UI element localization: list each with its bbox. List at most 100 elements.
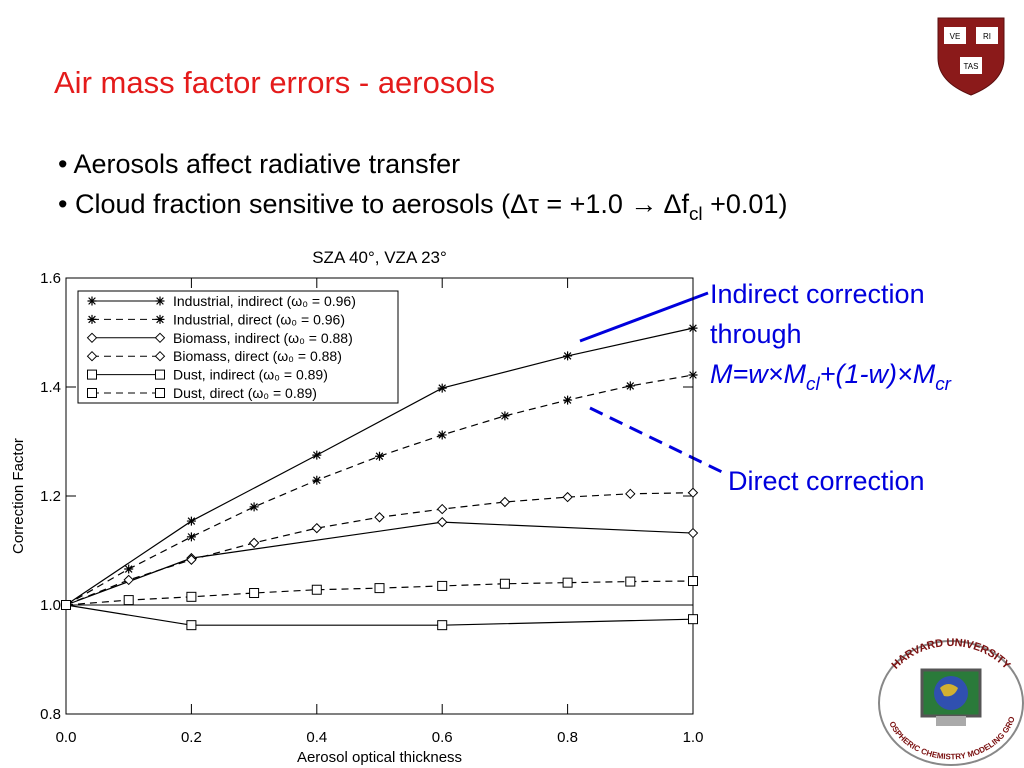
marker	[688, 323, 698, 333]
marker	[311, 522, 323, 534]
marker	[87, 296, 97, 306]
marker	[436, 516, 448, 528]
marker	[499, 578, 510, 589]
bullet: • Aerosols affect radiative transfer	[58, 149, 460, 179]
marker	[61, 600, 71, 610]
marker	[186, 620, 197, 631]
text-part: +(1-w)×M	[820, 359, 936, 389]
y-tick-label: 0.8	[40, 706, 61, 723]
marker	[155, 314, 165, 324]
marker	[688, 614, 698, 625]
marker	[311, 584, 322, 595]
bullet: • Cloud fraction sensitive to aerosols (…	[58, 189, 787, 225]
annotation: M=w×Mcl+(1-w)×Mcr	[710, 359, 952, 395]
pointer-line	[589, 406, 723, 474]
x-tick-label: 0.0	[56, 729, 77, 746]
x-tick-label: 0.2	[181, 729, 202, 746]
marker	[562, 577, 573, 588]
marker	[436, 503, 448, 515]
marker	[154, 332, 166, 344]
marker	[499, 496, 511, 508]
text-part: cl	[806, 374, 820, 395]
text-part: cr	[935, 374, 951, 395]
pointer-line	[579, 291, 709, 343]
marker	[563, 351, 573, 361]
slide-title: Air mass factor errors - aerosols	[54, 65, 495, 100]
marker	[86, 332, 98, 344]
marker	[437, 580, 448, 591]
marker	[87, 369, 97, 380]
marker	[123, 595, 134, 606]
text-part: • Aerosols affect radiative transfer	[58, 149, 460, 179]
legend-label: Dust, indirect (ω₀ = 0.89)	[173, 367, 328, 383]
x-tick-label: 0.6	[432, 729, 453, 746]
marker	[87, 388, 97, 398]
marker	[312, 475, 322, 485]
series-line	[65, 327, 694, 606]
annotation: through	[710, 319, 802, 349]
shield-text: TAS	[964, 62, 979, 71]
marker	[625, 488, 636, 500]
marker	[123, 574, 134, 586]
x-tick-label: 0.4	[306, 729, 327, 746]
marker	[437, 620, 448, 631]
marker	[374, 512, 385, 523]
legend-label: Dust, direct (ω₀ = 0.89)	[173, 385, 317, 401]
marker	[374, 583, 385, 594]
marker	[249, 588, 260, 599]
marker	[155, 369, 165, 380]
marker	[688, 576, 698, 587]
marker	[562, 491, 573, 503]
text-part: through	[710, 319, 802, 349]
marker	[688, 370, 698, 380]
y-tick-label: 1.6	[40, 270, 61, 287]
marker	[186, 532, 196, 542]
shield-text: VE	[950, 32, 961, 41]
marker	[124, 564, 134, 574]
text-part: • Cloud fraction sensitive to aerosols (…	[58, 189, 689, 219]
marker	[437, 383, 447, 393]
marker	[500, 411, 510, 421]
marker	[625, 381, 635, 391]
marker	[625, 576, 636, 587]
x-tick-label: 0.8	[557, 729, 578, 746]
x-tick-label: 1.0	[683, 729, 704, 746]
marker	[154, 350, 166, 362]
y-tick-label: 1.4	[40, 379, 61, 396]
marker	[375, 451, 384, 461]
marker	[186, 591, 197, 602]
text-part: Indirect correction	[710, 279, 925, 309]
marker	[563, 395, 573, 405]
marker	[312, 450, 322, 460]
legend-box	[77, 290, 399, 404]
series-line	[65, 374, 694, 606]
text-part: Direct correction	[728, 466, 925, 496]
marker	[687, 487, 699, 498]
legend-label: Biomass, direct (ω₀ = 0.88)	[173, 348, 342, 364]
shield-text: RI	[983, 32, 991, 41]
marker	[186, 516, 196, 526]
shield-logo: VE RI TAS	[937, 17, 1005, 96]
legend-label: Biomass, indirect (ω₀ = 0.88)	[173, 330, 353, 346]
marker	[249, 502, 259, 512]
marker	[86, 350, 98, 362]
x-axis-label: Aerosol optical thickness	[297, 749, 462, 766]
legend-label: Industrial, indirect (ω₀ = 0.96)	[173, 293, 356, 309]
y-tick-label: 1.0	[40, 597, 61, 614]
marker	[248, 537, 260, 549]
annotation: Indirect correction	[710, 279, 925, 309]
text-part: cl	[689, 204, 703, 225]
text-part: M=w×M	[710, 359, 807, 389]
legend-label: Industrial, direct (ω₀ = 0.96)	[173, 311, 345, 327]
marker	[186, 554, 197, 565]
y-axis-label: Correction Factor	[10, 438, 27, 554]
marker	[87, 314, 97, 324]
series-line	[65, 604, 694, 626]
annotation: Direct correction	[728, 466, 925, 496]
y-tick-label: 1.2	[40, 488, 61, 505]
text-part: +0.01)	[703, 189, 788, 219]
marker	[155, 296, 165, 306]
marker	[437, 430, 447, 440]
